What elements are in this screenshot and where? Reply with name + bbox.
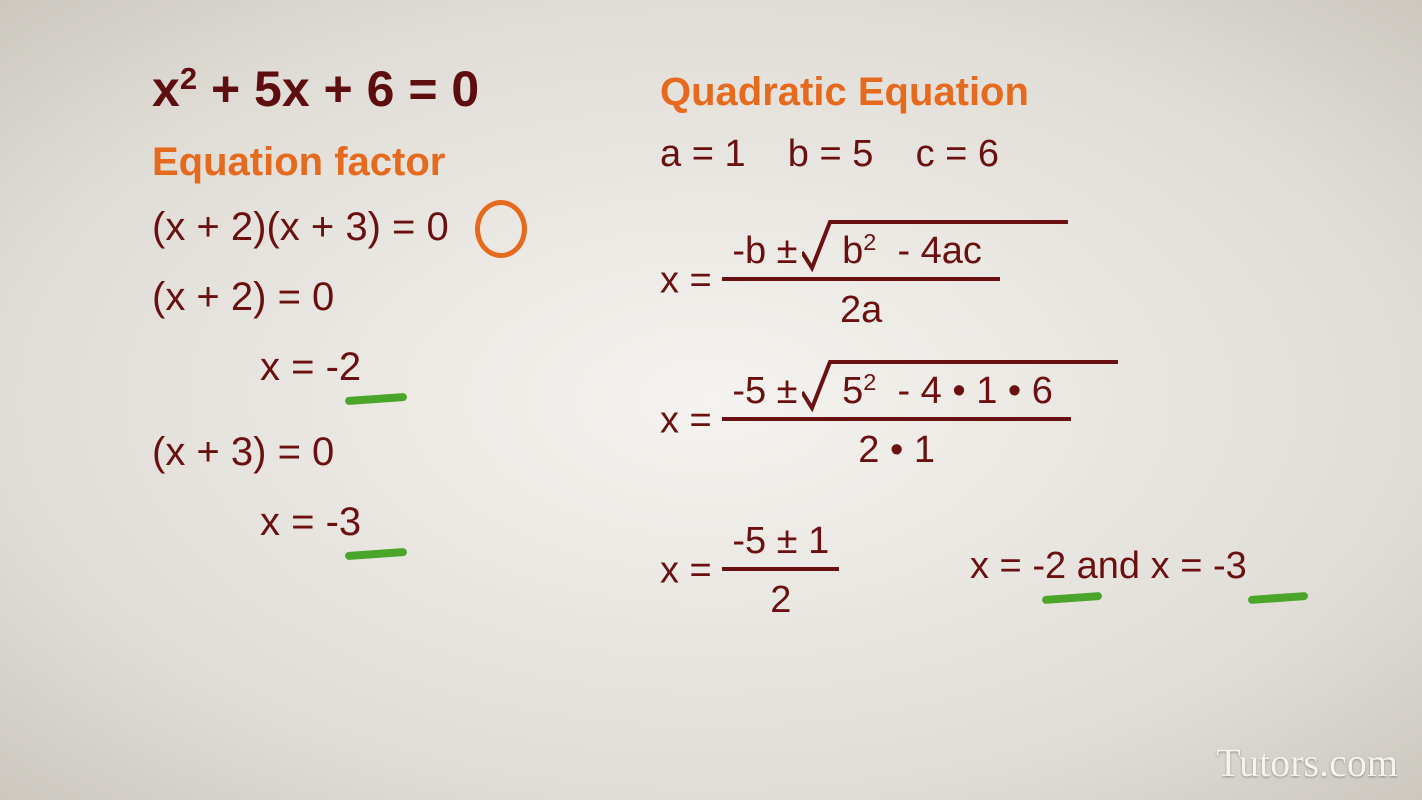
green-underline-3 xyxy=(1042,592,1102,604)
quadratic-formula-substituted: x = -5 ± 52 - 4 • 1 • 6 2 • 1 xyxy=(660,370,1071,472)
quadratic-formula-generic: x = -b ± b2 - 4ac 2a xyxy=(660,230,1000,332)
green-underline-2 xyxy=(345,548,407,560)
coefficients: a = 1 b = 5 c = 6 xyxy=(660,133,999,176)
factor-line-2: (x + 2) = 0 xyxy=(152,275,334,320)
quadratic-answers: x = -2 and x = -3 xyxy=(970,545,1247,588)
zero-circle xyxy=(475,200,527,258)
problem-equation: x2 + 5x + 6 = 0 xyxy=(152,60,479,118)
green-underline-1 xyxy=(345,393,407,405)
quadratic-formula-simplified: x = -5 ± 1 2 xyxy=(660,520,839,622)
factor-solution-2: x = -3 xyxy=(260,500,361,545)
factor-heading: Equation factor xyxy=(152,140,445,185)
factor-line-4: (x + 3) = 0 xyxy=(152,430,334,475)
quadratic-heading: Quadratic Equation xyxy=(660,70,1029,115)
green-underline-4 xyxy=(1248,592,1308,604)
factor-solution-1: x = -2 xyxy=(260,345,361,390)
factor-line-1: (x + 2)(x + 3) = 0 xyxy=(152,205,449,250)
watermark: Tutors.com xyxy=(1216,739,1398,786)
